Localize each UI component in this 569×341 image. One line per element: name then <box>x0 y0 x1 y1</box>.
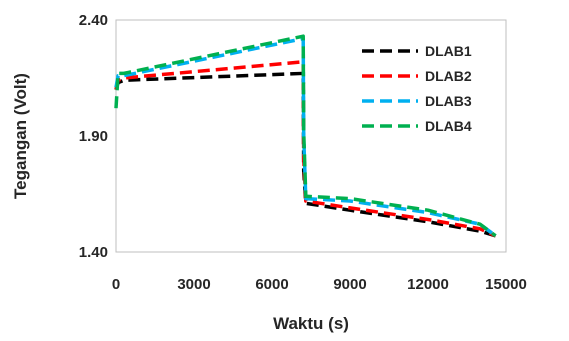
legend-label: DLAB2 <box>425 68 472 84</box>
legend-label: DLAB3 <box>425 93 472 109</box>
x-axis: 0 3000 6000 9000 12000 15000 <box>112 276 527 293</box>
x-tick-label: 3000 <box>177 276 210 293</box>
x-tick-label: 9000 <box>333 276 366 293</box>
legend-item: DLAB3 <box>362 93 472 109</box>
plot-border <box>115 19 507 253</box>
legend-label: DLAB4 <box>425 118 472 134</box>
legend-item: DLAB1 <box>362 43 472 59</box>
legend-item: DLAB2 <box>362 68 472 84</box>
series-line-dlab4 <box>114 34 497 238</box>
plot-area <box>115 19 507 253</box>
series-layer <box>114 34 497 238</box>
y-tick-label: 1.90 <box>79 128 108 145</box>
x-tick-label: 15000 <box>485 276 527 293</box>
series-line-dlab3 <box>114 36 497 238</box>
y-axis: 1.40 1.90 2.40 <box>79 12 108 261</box>
x-tick-label: 0 <box>112 276 120 293</box>
legend-item: DLAB4 <box>362 118 472 134</box>
x-tick-label: 12000 <box>407 276 449 293</box>
legend: DLAB1 DLAB2 DLAB3 DLAB4 <box>362 43 472 134</box>
legend-label: DLAB1 <box>425 43 472 59</box>
x-axis-title: Waktu (s) <box>273 314 349 333</box>
y-axis-title: Tegangan (Volt) <box>11 73 30 199</box>
y-tick-label: 1.40 <box>79 244 108 261</box>
x-tick-label: 6000 <box>255 276 288 293</box>
y-tick-label: 2.40 <box>79 12 108 29</box>
